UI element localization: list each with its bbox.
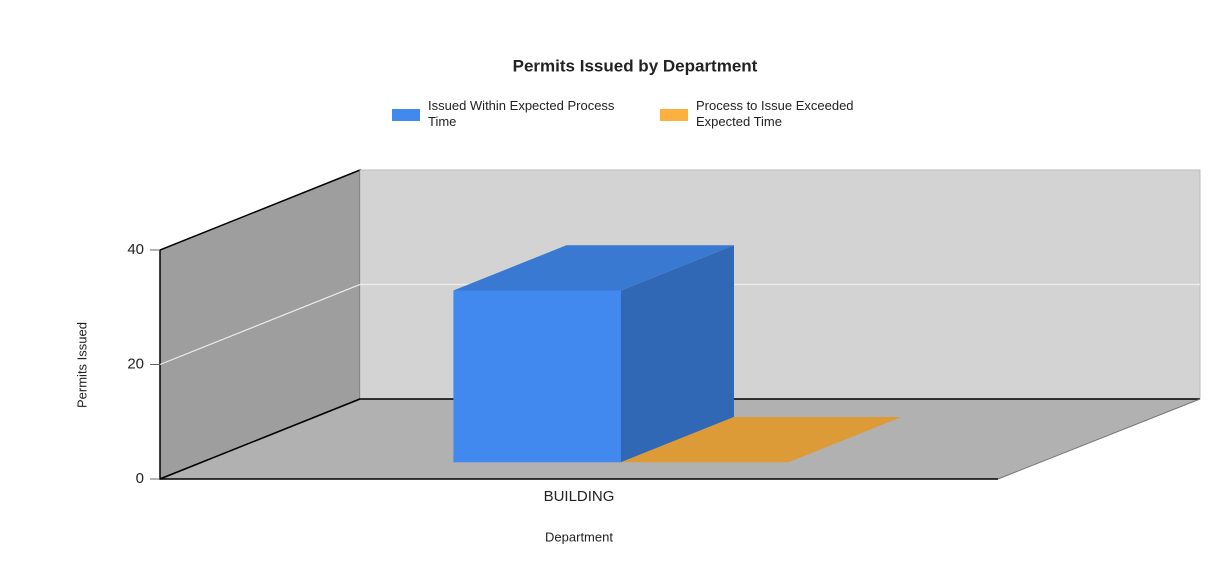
bar-front xyxy=(453,290,621,463)
y-tick-label: 40 xyxy=(127,241,144,258)
bar-top xyxy=(621,417,902,463)
y-tick-label: 20 xyxy=(127,355,144,372)
legend-swatch xyxy=(392,109,420,121)
chart-title: Permits Issued by Department xyxy=(513,56,758,75)
x-axis-label: Department xyxy=(545,529,613,544)
floor-edge xyxy=(997,398,1201,480)
floor-edge xyxy=(159,398,1200,480)
y-axis-label: Permits Issued xyxy=(74,322,89,408)
x-tick-label: BUILDING xyxy=(544,488,615,505)
plot: 0 20 40 BUILDING xyxy=(127,241,1200,505)
grid-line xyxy=(159,283,1200,366)
legend-label: Issued Within Expected Process Time xyxy=(428,98,615,129)
legend-swatch xyxy=(660,109,688,121)
bar-side xyxy=(621,245,734,463)
y-tick-label: 0 xyxy=(136,470,144,487)
bar-top xyxy=(453,245,734,291)
legend-label: Process to Issue Exceeded Expected Time xyxy=(696,98,854,129)
legend: Issued Within Expected Process Time Proce… xyxy=(392,98,906,130)
legend-item: Issued Within Expected Process Time xyxy=(392,98,638,130)
legend-item: Process to Issue Exceeded Expected Time xyxy=(660,98,906,130)
